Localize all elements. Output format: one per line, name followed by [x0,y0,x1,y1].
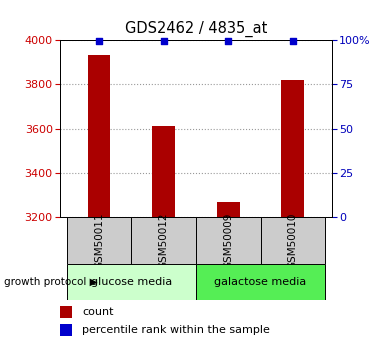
Point [96,39,102,44]
Text: percentile rank within the sample: percentile rank within the sample [82,325,270,335]
Text: count: count [82,307,113,317]
Bar [60,324,73,336]
Bar [282,80,304,217]
Bar [131,217,196,264]
Point [290,39,296,44]
Text: growth protocol ▶: growth protocol ▶ [4,277,98,287]
Bar [217,202,239,217]
Title: GDS2462 / 4835_at: GDS2462 / 4835_at [125,21,267,37]
Text: GSM50009: GSM50009 [223,213,233,269]
Bar [67,264,196,300]
Text: GSM50012: GSM50012 [159,213,169,269]
Text: glucose media: glucose media [91,277,172,287]
Point [225,39,231,44]
Text: galactose media: galactose media [215,277,307,287]
Text: GSM50011: GSM50011 [94,213,104,269]
Point [161,39,167,44]
Bar [88,55,110,217]
Bar [67,217,131,264]
Bar [196,264,325,300]
Bar [196,217,261,264]
Bar [152,126,175,217]
Bar [60,306,73,318]
Bar [261,217,325,264]
Text: GSM50010: GSM50010 [288,213,298,269]
